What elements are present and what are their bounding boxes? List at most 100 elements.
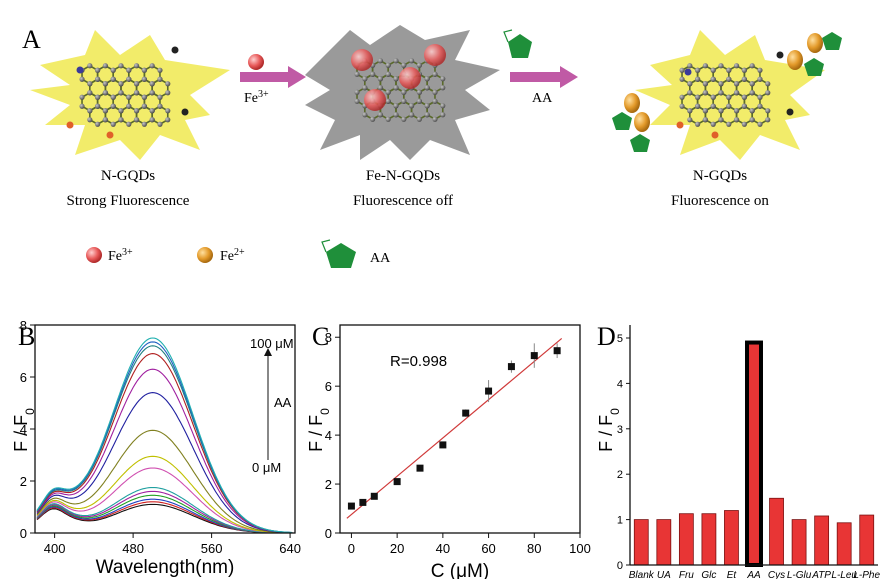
graphene-sheet-icon bbox=[66, 46, 189, 139]
data-point bbox=[359, 498, 367, 506]
bar-aa bbox=[745, 340, 763, 568]
bar-l-phe bbox=[859, 514, 875, 566]
spectrum-curve bbox=[36, 368, 293, 534]
green-pentagon-icon bbox=[326, 243, 356, 268]
panel-c-label: C bbox=[312, 322, 329, 351]
x-tick-label: 400 bbox=[44, 541, 66, 556]
bar-l-leu bbox=[836, 522, 852, 566]
data-point bbox=[439, 441, 447, 449]
y-tick-label: 6 bbox=[20, 370, 27, 385]
panel-d-y-label: F / F0 bbox=[596, 408, 622, 452]
step2-caption: Fluorescence off bbox=[353, 193, 453, 209]
red-sphere-icon bbox=[86, 247, 102, 263]
y-tick-label: 2 bbox=[325, 477, 332, 492]
annotation-bottom: 0 μM bbox=[252, 460, 281, 475]
aa-molecule-icon bbox=[804, 58, 824, 76]
category-label: UA bbox=[657, 570, 671, 579]
y-tick-label: 3 bbox=[617, 424, 623, 436]
fe2-ion-icon bbox=[634, 112, 650, 132]
ngqd-on-graphic bbox=[635, 30, 825, 160]
legend-fe2: Fe2+ bbox=[220, 247, 245, 265]
panel-d: D 0 1 2 3 4 5 Blank UA Fru Glc Et AA Cys L-Glu ATP L-L… bbox=[596, 322, 881, 579]
fe3-ion-icon bbox=[351, 49, 373, 71]
spectrum-curve bbox=[36, 486, 293, 534]
data-point bbox=[507, 363, 515, 371]
panel-a-label: A bbox=[22, 25, 41, 54]
fe3-ion-icon bbox=[399, 67, 421, 89]
x-tick-label: 20 bbox=[390, 541, 404, 556]
panel-d-label: D bbox=[597, 322, 616, 351]
arrow1-label: Fe3+ bbox=[244, 89, 269, 107]
y-tick-label: 1 bbox=[617, 515, 623, 527]
y-tick-label: 2 bbox=[617, 469, 623, 481]
category-label: L-Glu bbox=[787, 570, 812, 579]
step1-caption: Strong Fluorescence bbox=[67, 193, 190, 209]
y-tick-label: 6 bbox=[325, 379, 332, 394]
bar-ua bbox=[656, 519, 672, 566]
correlation-label: R=0.998 bbox=[390, 353, 447, 370]
category-label: Fru bbox=[679, 570, 694, 579]
spectrum-curve bbox=[36, 392, 293, 534]
category-label: ATP bbox=[811, 570, 831, 579]
legend-fe3: Fe3+ bbox=[108, 247, 133, 265]
data-point bbox=[370, 492, 378, 500]
orange-sphere-icon bbox=[197, 247, 213, 263]
panel-b: B 400 480 560 640 0 2 4 6 8 Wavelength(nm) F / … bbox=[11, 318, 301, 578]
spectrum-curve bbox=[36, 467, 293, 534]
spectrum-curve bbox=[36, 337, 293, 534]
step3-name: N-GQDs bbox=[693, 168, 747, 184]
bar-glc bbox=[701, 513, 717, 566]
panel-d-y-ticks: 0 1 2 3 4 5 bbox=[617, 333, 630, 572]
annotation-top: 100 μM bbox=[250, 336, 294, 351]
data-point bbox=[462, 409, 470, 417]
x-tick-label: 100 bbox=[569, 541, 591, 556]
panel-c: C 0 20 40 60 80 100 0 2 4 6 8 R=0.998 C (μM) F / … bbox=[306, 322, 591, 579]
data-point bbox=[530, 352, 538, 360]
graphene-sheet-icon bbox=[676, 51, 794, 139]
y-tick-label: 0 bbox=[617, 560, 623, 572]
aa-molecule-icon bbox=[822, 32, 842, 50]
category-label: Glc bbox=[701, 570, 716, 579]
x-tick-label: 80 bbox=[527, 541, 541, 556]
x-tick-label: 60 bbox=[481, 541, 495, 556]
reaction-arrow-icon bbox=[240, 66, 306, 88]
panel-b-label: B bbox=[18, 322, 35, 351]
aa-molecule-icon bbox=[508, 34, 532, 58]
bar-cys bbox=[769, 497, 784, 566]
step3-caption: Fluorescence on bbox=[671, 193, 769, 209]
spectrum-curve bbox=[36, 455, 293, 534]
category-label: L-Phe bbox=[853, 570, 880, 579]
category-label: Cys bbox=[768, 570, 785, 579]
data-point bbox=[347, 502, 355, 510]
aa-molecule-icon bbox=[630, 134, 650, 152]
bar-et bbox=[724, 510, 739, 566]
x-tick-label: 480 bbox=[122, 541, 144, 556]
reaction-arrow-icon bbox=[510, 66, 578, 88]
panel-b-x-ticks: 400 480 560 640 bbox=[44, 533, 301, 556]
annotation-mid: AA bbox=[274, 395, 292, 410]
panel-c-x-ticks: 0 20 40 60 80 100 bbox=[348, 533, 591, 556]
fe2-ion-icon bbox=[807, 33, 823, 53]
fe2-ion-icon bbox=[624, 93, 640, 113]
panel-b-y-label: F / F0 bbox=[11, 408, 37, 452]
bars bbox=[633, 340, 875, 568]
y-tick-label: 8 bbox=[20, 318, 27, 333]
data-points bbox=[347, 343, 561, 510]
category-label: L-Leu bbox=[831, 570, 857, 579]
scheme-legend: Fe3+ Fe2+ AA bbox=[86, 239, 391, 268]
x-tick-label: 560 bbox=[201, 541, 223, 556]
y-tick-label: 0 bbox=[325, 526, 332, 541]
fit-line bbox=[346, 337, 563, 519]
fe2-ion-icon bbox=[787, 50, 803, 70]
data-point bbox=[485, 387, 493, 395]
panel-c-y-label: F / F0 bbox=[306, 408, 332, 452]
x-tick-label: 0 bbox=[348, 541, 355, 556]
legend-aa: AA bbox=[370, 251, 391, 266]
y-tick-label: 0 bbox=[20, 526, 27, 541]
x-tick-label: 40 bbox=[436, 541, 450, 556]
panel-b-x-label: Wavelength(nm) bbox=[96, 557, 235, 578]
bar-atp bbox=[814, 515, 830, 566]
y-tick-label: 5 bbox=[617, 333, 623, 345]
